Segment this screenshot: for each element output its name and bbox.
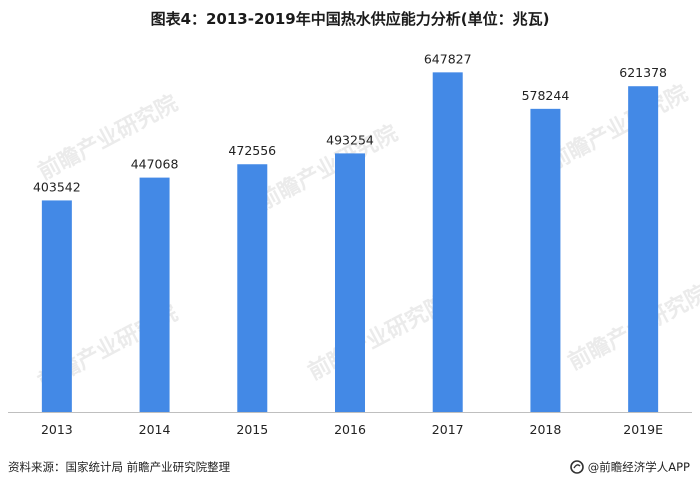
brand-label: @前瞻经济学人APP: [587, 460, 690, 474]
chart-title: 图表4：2013-2019年中国热水供应能力分析(单位：兆瓦): [150, 10, 550, 28]
data-label-2015: 472556: [228, 143, 276, 158]
x-tick-label-2016: 2016: [334, 422, 366, 437]
x-tick-label-2015: 2015: [236, 422, 268, 437]
data-label-2019E: 621378: [619, 65, 667, 80]
x-tick-label-2018: 2018: [530, 422, 562, 437]
x-tick-label-2013: 2013: [41, 422, 73, 437]
bar-2013: [41, 200, 72, 412]
bar-2017: [432, 72, 463, 412]
brand-credit: @前瞻经济学人APP: [569, 459, 690, 475]
bar-2018: [530, 108, 561, 412]
data-label-2013: 403542: [33, 179, 81, 194]
bar-2014: [139, 177, 170, 412]
bar-2016: [335, 153, 365, 412]
bar-2015: [237, 164, 268, 412]
x-tick-label-2019E: 2019E: [623, 422, 663, 437]
data-label-2016: 493254: [326, 132, 374, 147]
source-note: 资料来源：国家统计局 前瞻产业研究院整理: [8, 460, 231, 474]
data-label-2018: 578244: [522, 88, 570, 103]
data-label-2017: 647827: [424, 51, 472, 66]
data-label-2014: 447068: [131, 157, 179, 172]
x-tick-label-2014: 2014: [139, 422, 171, 437]
brand-logo-icon: [569, 460, 584, 474]
x-tick-label-2017: 2017: [432, 422, 464, 437]
bar-2019E: [628, 86, 659, 412]
